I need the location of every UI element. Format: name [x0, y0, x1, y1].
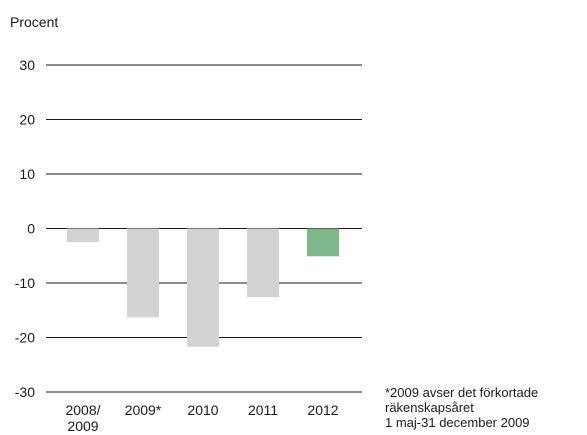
- bar: [247, 228, 279, 298]
- bar: [67, 228, 99, 243]
- bars: [67, 228, 339, 347]
- x-category-label: 2009: [67, 418, 98, 434]
- x-category-label: 2008/: [65, 402, 100, 418]
- y-tick-label: 30: [19, 57, 35, 73]
- footnote-line-1: *2009 avser det förkortade: [385, 385, 539, 400]
- y-tick-label: 0: [27, 221, 35, 237]
- footnote: *2009 avser det förkortade räkenskapsåre…: [385, 385, 585, 430]
- bar: [127, 228, 159, 318]
- y-tick-label: -30: [15, 384, 35, 400]
- bar: [187, 228, 219, 347]
- x-category-label: 2011: [248, 402, 278, 418]
- y-tick-labels: 30 20 10 0 -10 -20 -30: [15, 57, 35, 400]
- x-category-labels: 2008/2009 2009* 2010 2011 2012: [65, 402, 338, 434]
- y-tick-label: 10: [19, 166, 35, 182]
- x-category-label: 2010: [187, 402, 218, 418]
- footnote-line-2: räkenskapsåret: [385, 400, 474, 415]
- bar: [307, 228, 339, 257]
- y-tick-label: -20: [15, 330, 35, 346]
- footnote-line-3: 1 maj-31 december 2009: [385, 415, 530, 430]
- y-tick-label: -10: [15, 275, 35, 291]
- x-category-label: 2009*: [125, 402, 162, 418]
- y-tick-label: 20: [19, 112, 35, 128]
- y-axis-unit-label: Procent: [10, 14, 58, 30]
- x-category-label: 2012: [307, 402, 338, 418]
